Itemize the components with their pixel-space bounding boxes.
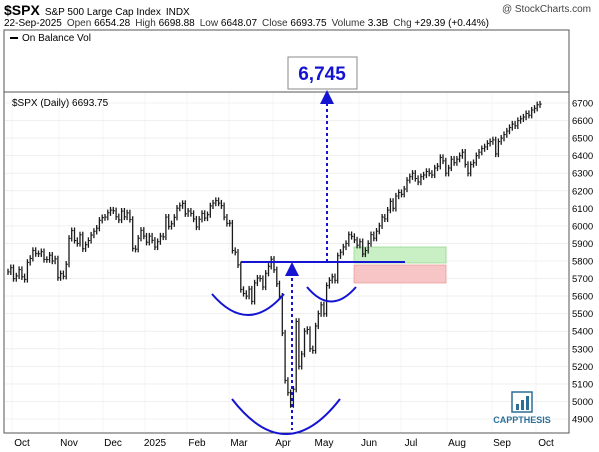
y-tick-label: 5600 [572, 292, 593, 303]
indicator-legend: On Balance Vol [22, 33, 91, 44]
target-arrowhead [320, 90, 334, 104]
high-label: High [135, 18, 156, 29]
chg-label: Chg [393, 18, 412, 29]
left-shoulder-arc [211, 293, 285, 316]
y-tick-label: 6200 [572, 186, 593, 197]
y-tick-label: 6500 [572, 134, 593, 145]
x-tick-label: Jul [405, 438, 418, 449]
y-tick-label: 6000 [572, 221, 593, 232]
volume-value: 3.3B [367, 18, 389, 29]
x-tick-label: May [315, 438, 334, 449]
price-panel-label: $SPX (Daily) 6693.75 [12, 98, 109, 109]
y-tick-label: 6100 [572, 204, 593, 215]
red-zone [353, 264, 447, 284]
gridlines [5, 93, 568, 432]
security-name: S&P 500 Large Cap Index [44, 7, 161, 18]
volume-label: Volume [331, 18, 365, 29]
head-arc [231, 398, 341, 435]
y-tick-label: 5900 [572, 239, 593, 250]
y-tick-label: 6400 [572, 151, 593, 162]
x-tick-label: Jun [361, 438, 377, 449]
y-tick-label: 5500 [572, 309, 593, 320]
y-tick-label: 5700 [572, 274, 593, 285]
brand-logo-bar-1 [516, 404, 519, 410]
brand-logo-bar-3 [526, 396, 529, 410]
y-tick-label: 5400 [572, 327, 593, 338]
x-tick-label: Aug [448, 438, 466, 449]
x-tick-label: Feb [188, 438, 206, 449]
y-tick-label: 4900 [572, 415, 593, 426]
quote-date: 22-Sep-2025 [4, 18, 62, 29]
x-tick-label: Dec [104, 438, 122, 449]
y-tick-label: 5800 [572, 257, 593, 268]
x-tick-label: Oct [538, 438, 554, 449]
right-shoulder-arc [306, 286, 357, 303]
copyright-text: @ StockCharts.com [501, 4, 591, 15]
x-tick-label: Apr [275, 438, 291, 449]
y-tick-label: 5300 [572, 344, 593, 355]
target-label-box [287, 56, 358, 90]
chg-value: +29.39 (+0.44%) [414, 18, 489, 29]
x-axis-ticks: Oct Nov Dec 2025 Feb Mar Apr May Jun Jul Aug Sep Oct [14, 438, 554, 449]
y-tick-label: 6700 [572, 99, 593, 110]
y-axis-ticks: 4900 5000 5100 5200 5300 5400 5500 5600 5700 5800… [572, 99, 593, 426]
x-tick-label: Oct [14, 438, 30, 449]
low-label: Low [199, 18, 219, 29]
y-tick-label: 5200 [572, 362, 593, 373]
x-tick-label: Mar [230, 438, 248, 449]
y-tick-label: 6300 [572, 169, 593, 180]
close-value: 6693.75 [290, 18, 327, 29]
brand-logo-bar-2 [521, 400, 524, 410]
x-tick-label: Nov [60, 438, 78, 449]
open-value: 6654.28 [94, 18, 131, 29]
target-label: 6,745 [298, 64, 346, 85]
quote-summary: 22-Sep-2025 Open 6654.28 High 6698.88 Lo… [4, 18, 489, 29]
high-value: 6698.88 [158, 18, 195, 29]
exchange-code: INDX [165, 7, 190, 18]
brand-logo: CAPPTHESIS [493, 391, 551, 425]
y-tick-label: 5100 [572, 379, 593, 390]
low-value: 6648.07 [220, 18, 258, 29]
open-label: Open [66, 18, 92, 29]
head-depth-arrowhead [285, 262, 299, 276]
ticker-symbol: $SPX [4, 2, 40, 18]
brand-text: CAPPTHESIS [493, 415, 551, 425]
price-bars [7, 100, 542, 408]
x-tick-label: Sep [493, 438, 511, 449]
y-tick-label: 5000 [572, 397, 593, 408]
x-tick-label: 2025 [144, 438, 167, 449]
close-label: Close [262, 18, 288, 29]
chart-header: $SPX S&P 500 Large Cap Index INDX [4, 2, 190, 18]
y-tick-label: 6600 [572, 116, 593, 127]
